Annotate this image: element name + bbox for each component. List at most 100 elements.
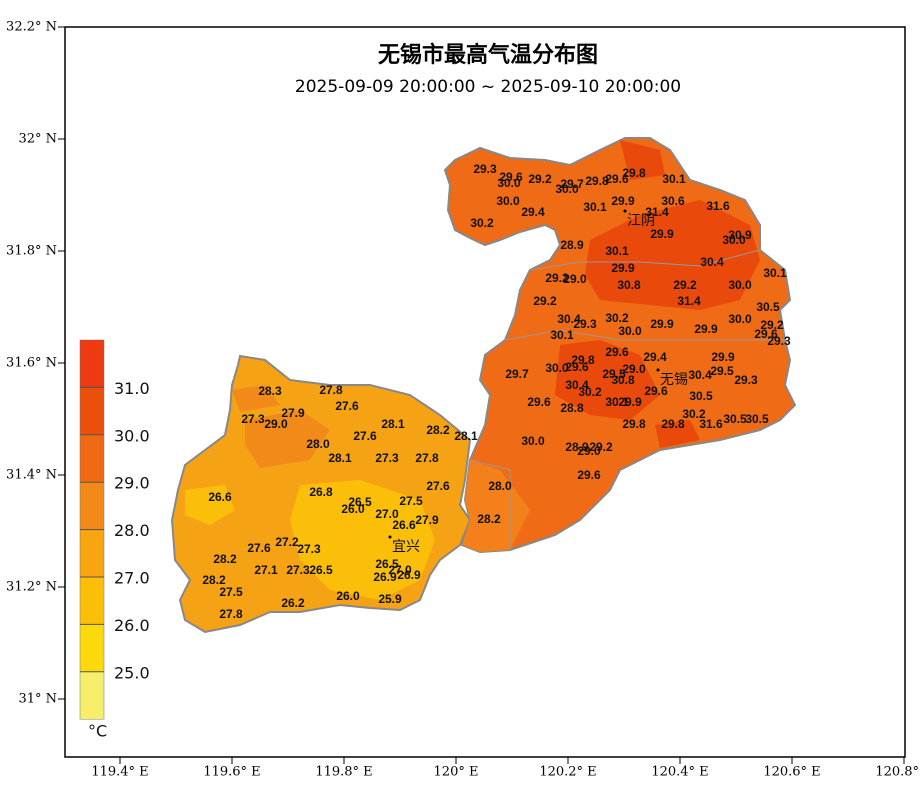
station-value: 29.4 <box>521 205 545 219</box>
station-value: 30.5 <box>756 300 780 314</box>
station-value: 29.6 <box>605 345 629 359</box>
station-value: 27.0 <box>375 507 399 521</box>
station-value: 30.1 <box>583 200 607 214</box>
station-value: 27.3 <box>286 563 310 577</box>
lat-tick-label: 31.6° N <box>6 356 57 371</box>
station-value: 28.1 <box>381 417 405 431</box>
station-value: 29.9 <box>650 227 674 241</box>
station-value: 29.2 <box>545 271 569 285</box>
legend-label: 27.0 <box>114 569 150 588</box>
lon-tick-label: 120.4° E <box>651 765 708 780</box>
station-value: 30.5 <box>745 412 769 426</box>
station-value: 30.4 <box>565 378 589 392</box>
city-dot <box>656 368 660 372</box>
station-value: 29.0 <box>577 444 601 458</box>
station-value: 30.0 <box>497 176 521 190</box>
station-value: 27.5 <box>399 494 423 508</box>
station-value: 30.2 <box>682 407 706 421</box>
station-value: 27.3 <box>297 542 321 556</box>
station-value: 29.5 <box>602 367 626 381</box>
lon-tick-label: 120.2° E <box>539 765 596 780</box>
station-value: 26.0 <box>341 502 365 516</box>
station-value: 26.5 <box>309 563 333 577</box>
station-value: 26.8 <box>309 485 333 499</box>
lon-tick-label: 120.8° E <box>875 765 920 780</box>
city-dot <box>623 209 627 213</box>
station-value: 30.4 <box>688 368 712 382</box>
legend-unit: °C <box>88 722 107 741</box>
station-value: 29.8 <box>571 353 595 367</box>
station-value: 29.6 <box>499 170 523 184</box>
station-value: 27.8 <box>219 607 243 621</box>
city-label: 无锡 <box>660 372 688 388</box>
city-label: 江阴 <box>627 213 655 229</box>
station-value: 30.0 <box>722 233 746 247</box>
station-value: 28.9 <box>560 238 584 252</box>
station-value: 29.9 <box>694 322 718 336</box>
station-value: 27.8 <box>319 383 343 397</box>
station-value: 26.6 <box>392 518 416 532</box>
map-title: 无锡市最高气温分布图 <box>378 42 598 68</box>
lon-tick-label: 119.8° E <box>315 765 372 780</box>
legend-label: 26.0 <box>114 616 150 635</box>
station-value: 30.4 <box>557 312 581 326</box>
station-value: 28.9 <box>565 440 589 454</box>
station-value: 29.9 <box>711 350 735 364</box>
legend-swatch <box>79 576 105 625</box>
station-value: 30.5 <box>723 412 747 426</box>
station-value: 27.3 <box>241 412 265 426</box>
station-value: 30.8 <box>611 373 635 387</box>
station-value: 29.3 <box>473 162 497 176</box>
legend-label: 29.0 <box>114 474 150 493</box>
station-value: 28.1 <box>454 429 478 443</box>
lon-tick-label: 120.6° E <box>763 765 820 780</box>
station-value: 26.5 <box>375 557 399 571</box>
station-value: 29.9 <box>611 261 635 275</box>
station-value: 28.0 <box>306 437 330 451</box>
station-value: 29.0 <box>622 362 646 376</box>
lat-tick-label: 32° N <box>18 132 57 147</box>
station-value: 29.6 <box>565 360 589 374</box>
legend-label: 30.0 <box>114 426 150 445</box>
station-value: 29.6 <box>527 395 551 409</box>
station-value: 31.4 <box>677 294 701 308</box>
station-value: 27.6 <box>353 429 377 443</box>
district-boundary <box>469 249 785 550</box>
station-value: 30.1 <box>550 328 574 342</box>
station-value: 27.9 <box>415 513 439 527</box>
station-value: 29.9 <box>618 395 642 409</box>
station-value: 29.2 <box>589 440 613 454</box>
lon-tick-label: 119.4° E <box>91 765 148 780</box>
wuxi-hot-zone <box>555 140 760 448</box>
station-value: 25.9 <box>378 592 402 606</box>
station-value: 26.6 <box>208 490 232 504</box>
station-value: 31.6 <box>706 199 730 213</box>
station-value: 29.3 <box>573 317 597 331</box>
legend-label: 25.0 <box>114 663 150 682</box>
station-value: 30.0 <box>521 434 545 448</box>
station-value: 29.6 <box>605 172 629 186</box>
legend-label: 31.0 <box>114 379 150 398</box>
legend-swatch <box>79 529 105 578</box>
station-value: 30.4 <box>700 255 724 269</box>
city-dot <box>388 535 392 539</box>
station-value: 30.2 <box>578 385 602 399</box>
station-value: 30.1 <box>763 266 787 280</box>
station-value: 28.2 <box>202 573 226 587</box>
legend-swatch <box>79 671 105 720</box>
station-value: 26.9 <box>397 568 421 582</box>
station-value: 26.9 <box>373 570 397 584</box>
legend-swatch <box>79 434 105 483</box>
station-value: 29.8 <box>585 174 609 188</box>
station-value: 29.8 <box>622 166 646 180</box>
station-value: 29.6 <box>754 327 778 341</box>
legend-swatch <box>79 339 105 388</box>
station-value: 31.4 <box>645 205 669 219</box>
station-value: 30.8 <box>617 278 641 292</box>
station-value: 29.2 <box>673 278 697 292</box>
legend-swatch <box>79 387 105 436</box>
station-value: 28.3 <box>258 384 282 398</box>
station-value: 28.0 <box>488 479 512 493</box>
map-subtitle: 2025-09-09 20:00:00 ~ 2025-09-10 20:00:0… <box>295 77 681 97</box>
